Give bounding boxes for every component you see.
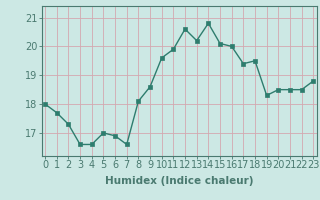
X-axis label: Humidex (Indice chaleur): Humidex (Indice chaleur) xyxy=(105,176,253,186)
